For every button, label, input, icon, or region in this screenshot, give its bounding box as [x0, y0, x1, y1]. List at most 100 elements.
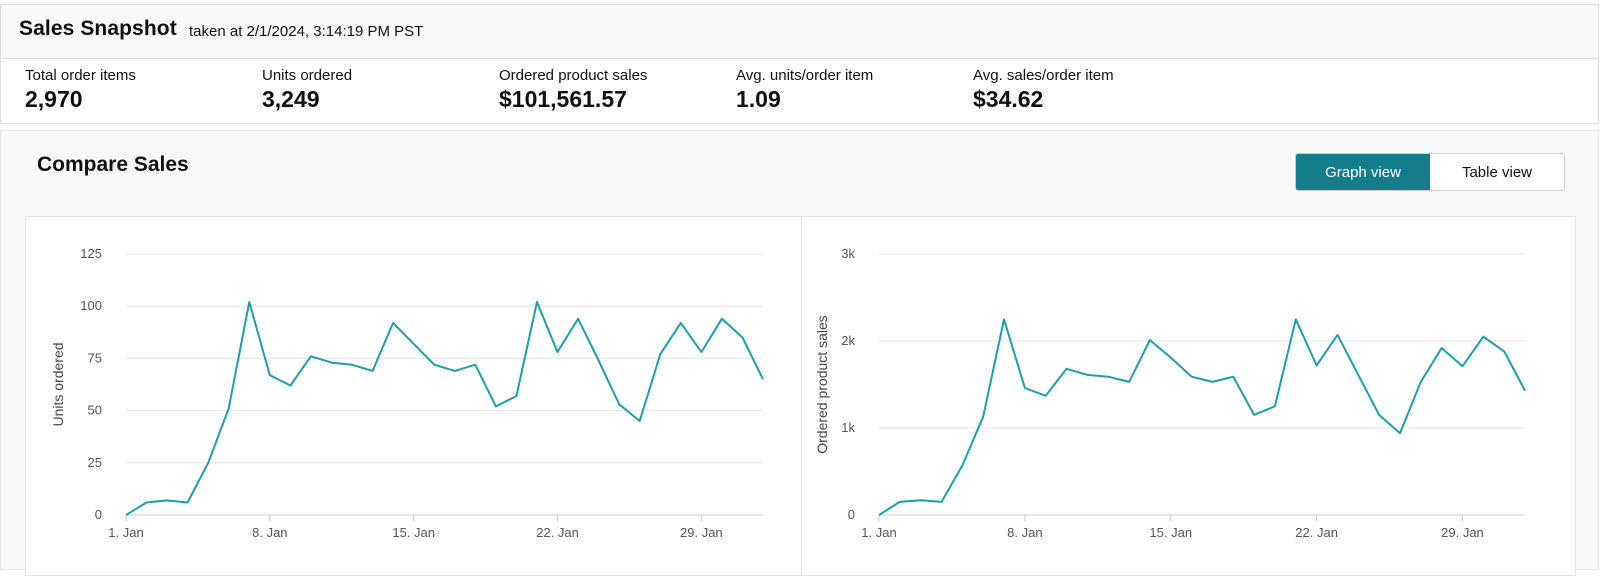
- data-point[interactable]: [143, 498, 151, 506]
- data-point[interactable]: [122, 511, 130, 519]
- data-point[interactable]: [1146, 336, 1154, 344]
- data-point[interactable]: [471, 361, 479, 369]
- y-tick-label: 1k: [841, 420, 855, 435]
- data-point[interactable]: [1271, 402, 1279, 410]
- data-point[interactable]: [245, 298, 253, 306]
- data-point[interactable]: [225, 405, 233, 413]
- data-point[interactable]: [615, 400, 623, 408]
- x-tick-label: 8. Jan: [1007, 525, 1042, 540]
- series-line: [125, 301, 764, 516]
- y-tick-label: 2k: [841, 333, 855, 348]
- data-point[interactable]: [348, 361, 356, 369]
- data-point[interactable]: [327, 359, 335, 367]
- data-point[interactable]: [738, 334, 746, 342]
- metric-avg-units-per-order-item: Avg. units/order item 1.09: [736, 67, 873, 113]
- data-point[interactable]: [636, 417, 644, 425]
- data-point[interactable]: [184, 498, 192, 506]
- data-point[interactable]: [1104, 373, 1112, 381]
- x-tick-label: 1. Jan: [108, 525, 143, 540]
- data-point[interactable]: [204, 459, 212, 467]
- compare-sales-panel: Compare Sales Graph view Table view 0 25 5…: [0, 130, 1599, 576]
- data-point[interactable]: [512, 392, 520, 400]
- data-point[interactable]: [266, 371, 274, 379]
- data-point[interactable]: [1354, 371, 1362, 379]
- ordered-product-sales-chart: 0 1k 2k 3k 1. Jan 8. Jan 15. Jan 22. Jan 29. Jan…: [814, 246, 1529, 540]
- data-point[interactable]: [163, 496, 171, 504]
- units-ordered-chart: 0 25 50 75 100 125 1. Jan 8. Jan 15. Jan 22. Jan 2…: [50, 246, 767, 540]
- x-tick-label: 29. Jan: [1441, 525, 1484, 540]
- metric-value: 3,249: [262, 86, 320, 112]
- data-point[interactable]: [1292, 315, 1300, 323]
- y-tick-label: 3k: [841, 246, 855, 261]
- x-tick-label: 8. Jan: [252, 525, 287, 540]
- snapshot-timestamp: taken at 2/1/2024, 3:14:19 PM PST: [189, 23, 424, 40]
- metric-label: Avg. sales/order item: [973, 67, 1114, 84]
- data-point[interactable]: [595, 356, 603, 364]
- x-tick-label: 15. Jan: [1149, 525, 1192, 540]
- data-point[interactable]: [451, 367, 459, 375]
- y-tick-label: 125: [80, 246, 102, 261]
- data-point[interactable]: [1479, 333, 1487, 341]
- data-point[interactable]: [533, 298, 541, 306]
- data-point[interactable]: [410, 340, 418, 348]
- data-point[interactable]: [677, 319, 685, 327]
- data-point[interactable]: [979, 413, 987, 421]
- y-tick-label: 0: [848, 507, 855, 522]
- data-point[interactable]: [697, 348, 705, 356]
- data-point[interactable]: [389, 319, 397, 327]
- data-point[interactable]: [896, 498, 904, 506]
- data-point[interactable]: [492, 402, 500, 410]
- y-tick-label: 100: [80, 298, 102, 313]
- data-point[interactable]: [1042, 392, 1050, 400]
- y-tick-label: 75: [88, 350, 102, 365]
- x-tick-label: 29. Jan: [680, 525, 723, 540]
- data-point[interactable]: [1396, 429, 1404, 437]
- data-point[interactable]: [1000, 315, 1008, 323]
- data-point[interactable]: [1521, 387, 1529, 395]
- data-point[interactable]: [1375, 411, 1383, 419]
- metric-label: Ordered product sales: [499, 67, 648, 84]
- data-point[interactable]: [958, 461, 966, 469]
- data-point[interactable]: [1125, 378, 1133, 386]
- data-point[interactable]: [1167, 354, 1175, 362]
- data-point[interactable]: [875, 511, 883, 519]
- data-point[interactable]: [1458, 362, 1466, 370]
- data-point[interactable]: [430, 361, 438, 369]
- compare-sales-title: Compare Sales: [37, 153, 189, 176]
- data-point[interactable]: [1188, 373, 1196, 381]
- metric-ordered-product-sales: Ordered product sales $101,561.57: [499, 67, 647, 113]
- data-point[interactable]: [656, 350, 664, 358]
- y-tick-label: 25: [88, 455, 102, 470]
- data-point[interactable]: [917, 496, 925, 504]
- data-point[interactable]: [1313, 361, 1321, 369]
- x-tick-label: 1. Jan: [861, 525, 896, 540]
- data-point[interactable]: [1417, 378, 1425, 386]
- data-point[interactable]: [1208, 378, 1216, 386]
- data-point[interactable]: [554, 348, 562, 356]
- data-point[interactable]: [759, 375, 767, 383]
- data-point[interactable]: [1250, 411, 1258, 419]
- data-point[interactable]: [1438, 344, 1446, 352]
- table-view-button[interactable]: Table view: [1430, 154, 1564, 190]
- snapshot-header: Sales Snapshot taken at 2/1/2024, 3:14:1…: [1, 5, 1598, 59]
- data-point[interactable]: [1021, 384, 1029, 392]
- data-point[interactable]: [369, 367, 377, 375]
- data-point[interactable]: [1333, 331, 1341, 339]
- data-point[interactable]: [1229, 373, 1237, 381]
- metric-avg-sales-per-order-item: Avg. sales/order item $34.62: [973, 67, 1114, 113]
- metric-value: 2,970: [25, 86, 83, 112]
- data-point[interactable]: [718, 315, 726, 323]
- metric-label: Units ordered: [262, 67, 353, 84]
- data-point[interactable]: [938, 498, 946, 506]
- y-tick-label: 0: [95, 507, 102, 522]
- data-point[interactable]: [1500, 347, 1508, 355]
- ordered-product-sales-chart-panel: 0 1k 2k 3k 1. Jan 8. Jan 15. Jan 22. Jan 29. Jan…: [801, 216, 1576, 576]
- data-point[interactable]: [1063, 365, 1071, 373]
- data-point[interactable]: [286, 382, 294, 390]
- series-line: [878, 318, 1526, 516]
- data-point[interactable]: [307, 352, 315, 360]
- x-tick-label: 22. Jan: [536, 525, 579, 540]
- graph-view-button[interactable]: Graph view: [1296, 154, 1430, 190]
- data-point[interactable]: [1083, 371, 1091, 379]
- data-point[interactable]: [574, 315, 582, 323]
